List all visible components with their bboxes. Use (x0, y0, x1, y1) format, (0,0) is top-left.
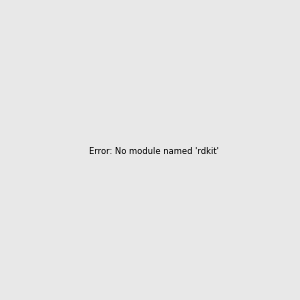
Text: Error: No module named 'rdkit': Error: No module named 'rdkit' (89, 147, 219, 156)
